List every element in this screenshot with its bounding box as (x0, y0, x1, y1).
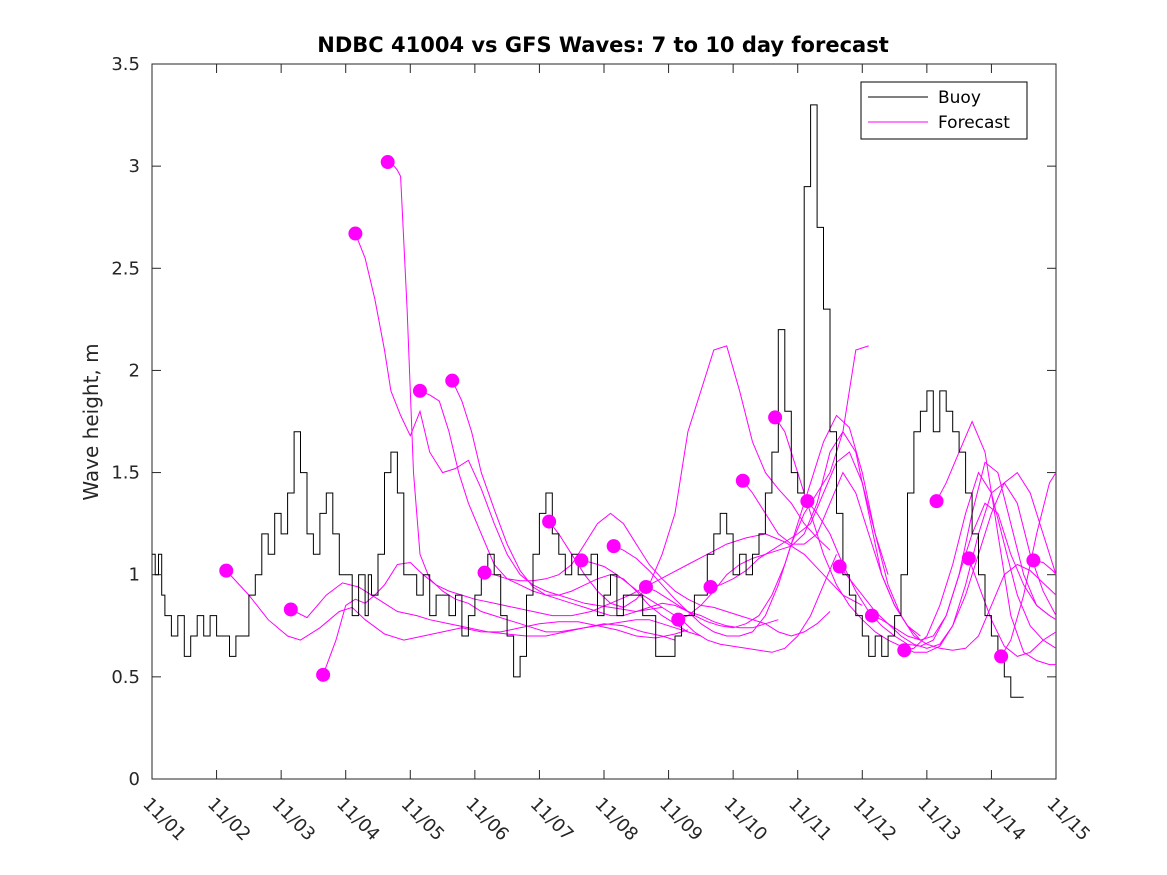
legend-label-buoy: Buoy (938, 88, 981, 108)
y-axis-label: Wave height, m (79, 343, 103, 500)
forecast-start-marker (994, 649, 1009, 664)
forecast-start-marker (574, 553, 589, 568)
y-tick-label: 3 (129, 156, 140, 177)
forecast-line-5 (387, 161, 702, 637)
forecast-line-11 (613, 345, 869, 637)
forecast-line-22 (968, 558, 1057, 657)
y-tick-label: 3.5 (111, 54, 140, 75)
legend-label-forecast: Forecast (938, 113, 1010, 133)
forecast-line-8 (484, 512, 831, 637)
y-tick-label: 1 (129, 565, 140, 586)
forecast-start-marker (380, 155, 395, 170)
forecast-start-marker (735, 473, 750, 488)
y-tick-label: 2.5 (111, 258, 140, 279)
forecast-start-marker (542, 514, 557, 529)
forecast-start-marker (832, 559, 847, 574)
forecast-line-1 (225, 570, 689, 641)
forecast-start-marker (348, 226, 363, 241)
forecast-line-15 (742, 471, 921, 641)
forecast-line-16 (774, 417, 1057, 653)
buoy-line (152, 104, 1024, 698)
y-tick-label: 1.5 (111, 463, 140, 484)
forecast-line-9 (548, 345, 831, 608)
forecast-start-marker (800, 494, 815, 509)
y-tick-label: 2 (129, 360, 140, 381)
forecast-start-marker (477, 565, 492, 580)
forecast-start-marker (638, 579, 653, 594)
forecast-line-21 (936, 420, 1056, 666)
forecast-line-12 (645, 414, 889, 629)
forecast-line-7 (451, 380, 779, 629)
forecast-start-marker (897, 643, 912, 658)
forecast-line-20 (904, 471, 1057, 651)
forecast-line-19 (871, 461, 1057, 641)
forecast-start-marker (606, 539, 621, 554)
forecast-start-marker (671, 612, 686, 627)
forecast-line-4 (354, 233, 663, 613)
forecast-start-marker (768, 410, 783, 425)
legend: Buoy Forecast (860, 81, 1028, 140)
forecast-start-marker (961, 551, 976, 566)
forecast-start-marker (283, 602, 298, 617)
forecast-line-2 (290, 582, 676, 641)
forecast-start-marker (316, 667, 331, 682)
y-tick-label: 0.5 (111, 667, 140, 688)
y-tick-label: 0 (129, 769, 140, 790)
legend-box (860, 81, 1028, 140)
forecast-start-marker (219, 563, 234, 578)
forecast-start-marker (445, 373, 460, 388)
forecast-start-marker (412, 383, 427, 398)
forecast-line-3 (322, 533, 863, 675)
forecast-line-10 (581, 554, 837, 653)
forecast-start-marker (929, 494, 944, 509)
forecast-start-marker (703, 579, 718, 594)
forecast-start-marker (864, 608, 879, 623)
forecast-start-marker (1026, 553, 1041, 568)
chart-title: NDBC 41004 vs GFS Waves: 7 to 10 day for… (317, 33, 888, 57)
forecast-line-14 (710, 451, 1057, 651)
